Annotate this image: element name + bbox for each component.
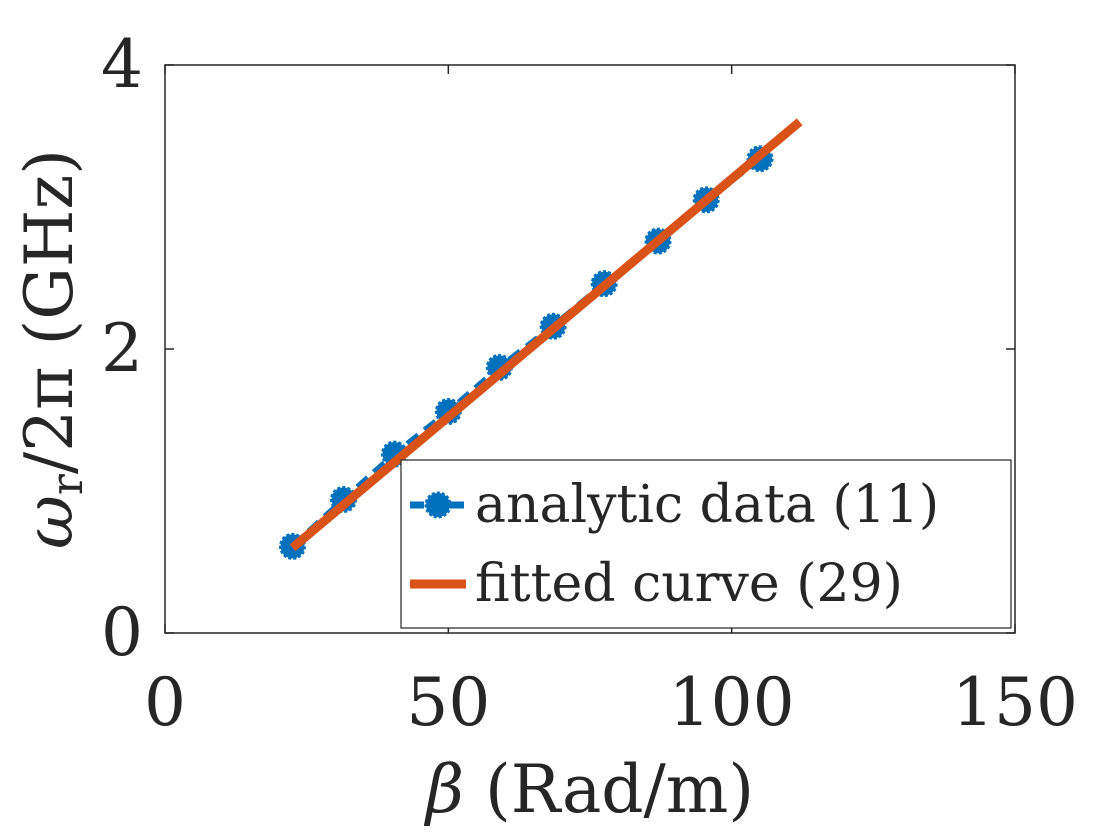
- y-tick-label: 0: [101, 594, 143, 671]
- x-tick-label: 50: [406, 664, 490, 741]
- y-axis-label-main: ω: [11, 495, 88, 549]
- x-axis-label: β (Rad/m): [423, 751, 754, 828]
- x-axis-label-symbol: β: [423, 751, 464, 828]
- legend-label-analytic-data: analytic data (11): [475, 475, 939, 535]
- y-tick-label: 2: [101, 310, 143, 387]
- legend-box: [400, 459, 1012, 629]
- legend: analytic data (11) fitted curve (29): [400, 459, 1012, 629]
- series-fitted-curve-line: [289, 118, 803, 552]
- x-axis-label-unit: (Rad/m): [464, 751, 754, 828]
- x-tick-label: 150: [952, 664, 1078, 741]
- legend-marker-analytic-data: [424, 491, 452, 519]
- tick-labels: 0 50 100 150 0 2 4: [101, 26, 1078, 741]
- series-layer: [279, 118, 803, 560]
- y-tick-label: 4: [101, 26, 143, 103]
- axis-ticks: [164, 64, 1016, 634]
- y-axis-label-subscript: r: [42, 473, 93, 495]
- y-axis-label-rest: /2π (GHz): [11, 149, 88, 474]
- x-tick-label: 100: [669, 664, 795, 741]
- x-tick-label: 0: [144, 664, 186, 741]
- y-axis-label: ωr/2π (GHz): [11, 149, 93, 549]
- legend-label-fitted-curve: fitted curve (29): [475, 554, 903, 614]
